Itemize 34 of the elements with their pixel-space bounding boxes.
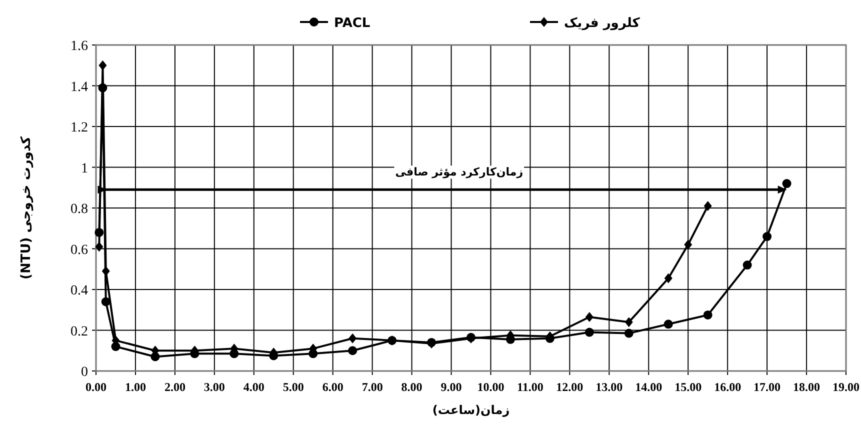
y-tick-label: 0.8: [70, 202, 88, 217]
x-tick-label: 19.00: [832, 380, 860, 394]
y-tick-label: 1.2: [70, 120, 88, 136]
x-tick-label: 3.00: [204, 380, 225, 394]
x-tick-label: 15.00: [674, 380, 702, 394]
y-tick-label: 1: [81, 161, 88, 176]
y-tick-label: 0: [81, 365, 88, 380]
y-tick-label: 0.6: [70, 242, 88, 258]
x-tick-label: 18.00: [793, 380, 820, 394]
x-tick-label: 17.00: [754, 380, 781, 394]
x-tick-label: 11.00: [517, 380, 544, 394]
x-tick-label: 12.00: [556, 380, 584, 394]
x-tick-label: 0.00: [86, 380, 106, 394]
x-tick-label: 4.00: [243, 380, 264, 394]
y-tick-label: 1.4: [70, 80, 88, 95]
x-tick-label: 8.00: [401, 380, 422, 394]
x-tick-label: 2.00: [164, 380, 186, 394]
x-tick-label: 16.00: [714, 380, 742, 394]
y-tick-label: 0.2: [70, 324, 88, 340]
x-tick-label: 5.00: [282, 380, 304, 394]
legend-label: PACL: [334, 16, 370, 31]
y-axis-title: کدورت خروجی (NTU): [19, 136, 34, 280]
x-tick-label: 7.00: [362, 380, 383, 394]
x-tick-label: 10.00: [477, 380, 504, 394]
y-tick-label: 1.6: [70, 39, 88, 54]
x-tick-label: 13.00: [596, 380, 623, 394]
x-tick-label: 9.00: [440, 380, 462, 394]
annotation: زمان‌کارکرد مؤثر صافی: [395, 166, 524, 179]
x-tick-label: 6.00: [322, 380, 344, 394]
x-tick-label: 1.00: [124, 380, 146, 394]
x-axis-title: زمان(ساعت): [432, 403, 510, 417]
legend-label: کلرور فریک: [564, 16, 640, 31]
x-tick-label: 14.00: [635, 380, 662, 394]
y-tick-label: 0.4: [70, 284, 88, 298]
